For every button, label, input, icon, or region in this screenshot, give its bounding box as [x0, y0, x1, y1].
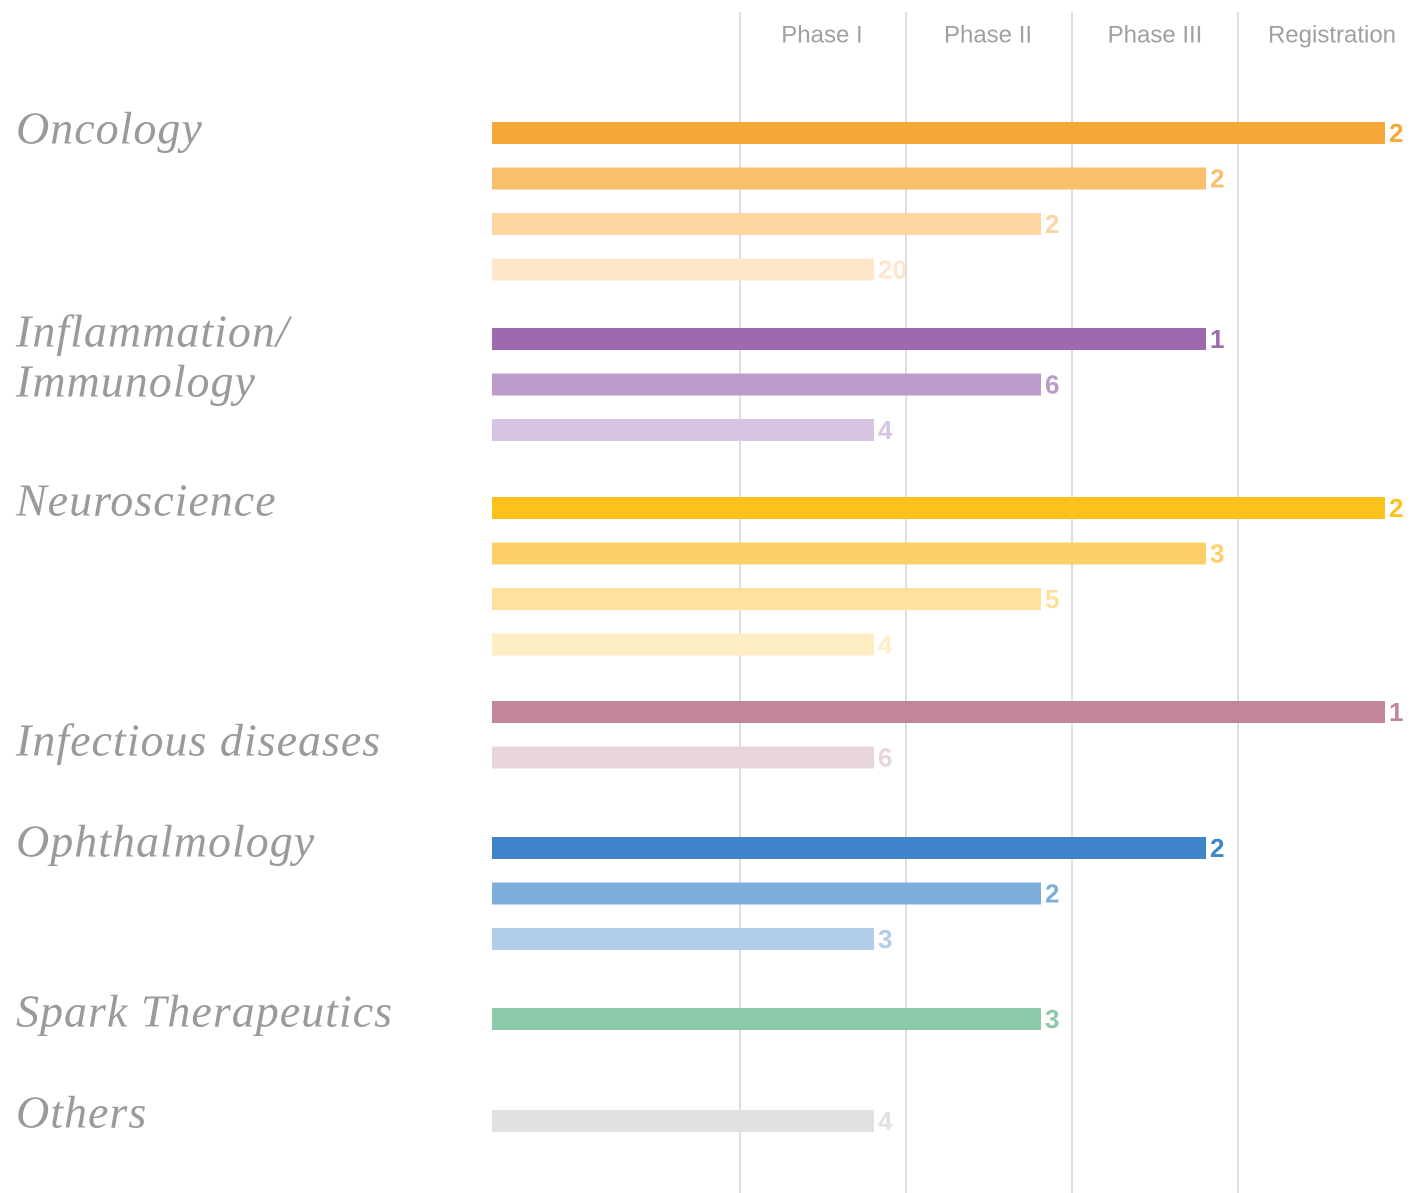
- phase-header: Phase III: [1108, 21, 1203, 48]
- count-label: 2: [1389, 493, 1403, 523]
- count-label: 2: [1210, 163, 1224, 193]
- bar: [492, 497, 1385, 519]
- area-label: Neuroscience: [15, 475, 277, 526]
- bar: [492, 701, 1385, 723]
- count-label: 4: [878, 415, 893, 445]
- count-label: 3: [1045, 1004, 1059, 1034]
- area-label: Ophthalmology: [16, 816, 315, 867]
- bar: [492, 258, 874, 281]
- phase-header: Registration: [1268, 21, 1396, 48]
- count-label: 2: [1045, 878, 1059, 908]
- count-label: 5: [1045, 584, 1059, 614]
- bar: [492, 882, 1041, 905]
- count-label: 6: [1045, 369, 1059, 399]
- count-label: 2: [1389, 118, 1403, 148]
- bar: [492, 633, 874, 656]
- count-label: 3: [1210, 538, 1224, 568]
- bar: [492, 419, 874, 441]
- area-label: Inflammation/: [15, 306, 293, 357]
- count-label: 3: [878, 924, 892, 954]
- count-label: 1: [1210, 324, 1224, 354]
- area-label: Others: [16, 1087, 147, 1138]
- bar: [492, 373, 1041, 396]
- bar: [492, 1110, 874, 1132]
- bar: [492, 588, 1041, 610]
- area-label: Oncology: [16, 103, 203, 154]
- count-label: 2: [1045, 209, 1059, 239]
- bar: [492, 746, 874, 769]
- bar: [492, 167, 1206, 190]
- bar: [492, 542, 1206, 565]
- phase-header: Phase II: [944, 21, 1032, 48]
- phase-header: Phase I: [781, 21, 862, 48]
- bar: [492, 928, 874, 950]
- area-label: Infectious diseases: [15, 715, 381, 766]
- count-label: 4: [878, 1106, 893, 1136]
- bar: [492, 213, 1041, 235]
- bar: [492, 837, 1206, 859]
- area-label: Immunology: [15, 356, 256, 407]
- count-label: 20: [878, 254, 907, 284]
- bar: [492, 122, 1385, 144]
- count-label: 4: [878, 629, 893, 659]
- bar: [492, 1008, 1041, 1030]
- bar: [492, 328, 1206, 350]
- area-label: Spark Therapeutics: [16, 986, 393, 1037]
- count-label: 2: [1210, 833, 1224, 863]
- count-label: 6: [878, 742, 892, 772]
- count-label: 1: [1389, 697, 1403, 727]
